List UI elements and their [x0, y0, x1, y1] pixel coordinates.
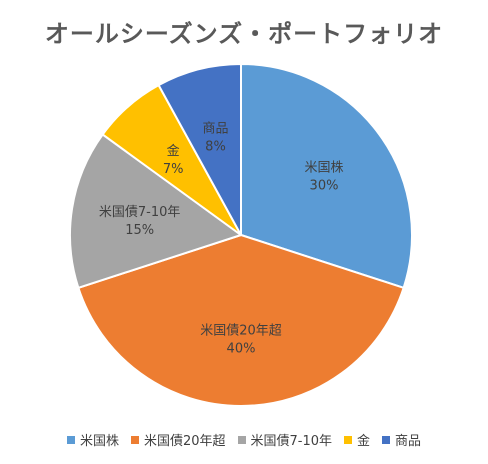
legend: 米国株 米国債20年超 米国債7-10年 金 商品 — [0, 430, 488, 449]
legend-item: 米国債7-10年 — [237, 430, 333, 449]
legend-label: 米国債20年超 — [143, 434, 226, 449]
legend-swatch — [66, 435, 75, 444]
pie-slice-5 — [157, 62, 242, 236]
slice-category-label: 金 — [167, 143, 180, 159]
pie-slice-2 — [77, 233, 405, 408]
legend-item: 金 — [344, 430, 370, 449]
pie-slice-1 — [240, 62, 413, 290]
slice-category-label: 商品 — [202, 122, 228, 137]
legend-label: 金 — [357, 434, 371, 449]
legend-swatch — [382, 435, 391, 444]
legend-item: 米国債20年超 — [130, 430, 226, 449]
slice-value-label: 30% — [310, 179, 339, 194]
slice-value-label: 40% — [227, 342, 256, 357]
legend-item: 商品 — [382, 430, 421, 449]
slice-category-label: 米国株 — [304, 161, 343, 176]
slice-value-label: 7% — [163, 162, 184, 177]
slice-category-label: 米国債20年超 — [200, 324, 282, 339]
legend-swatch — [130, 435, 139, 444]
legend-label: 米国債7-10年 — [250, 434, 333, 449]
legend-swatch — [237, 435, 246, 444]
slice-value-label: 8% — [205, 140, 226, 155]
slice-value-label: 15% — [125, 223, 154, 238]
legend-label: 米国株 — [79, 434, 119, 449]
legend-item: 米国株 — [66, 430, 119, 449]
legend-swatch — [344, 435, 353, 444]
legend-label: 商品 — [395, 434, 422, 449]
pie-slice-3 — [69, 133, 244, 290]
chart-title: オールシーズンズ・ポートフォリオ — [44, 20, 444, 48]
slice-category-label: 米国債7-10年 — [99, 205, 181, 220]
